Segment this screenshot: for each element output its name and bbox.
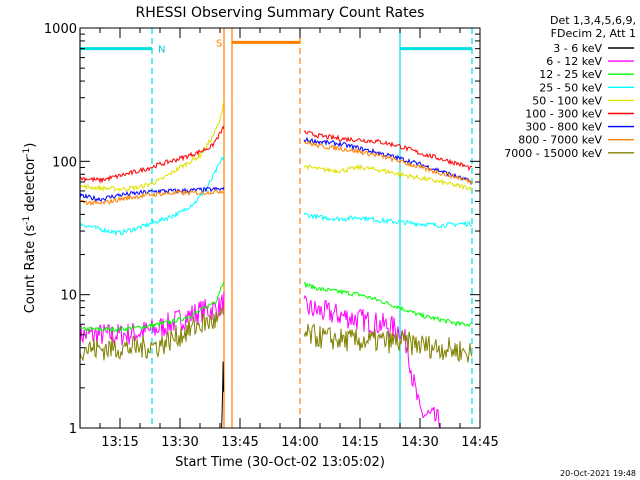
legend-label-5: 100 - 300 keV [525, 108, 602, 121]
series-3-segment-1 [303, 212, 473, 229]
x-tick-label-0: 13:15 [101, 435, 138, 450]
legend: Det 1,3,4,5,6,9, FDecim 2, Att 1 3 - 6 k… [504, 14, 636, 160]
y-axis-label-mid: detector [23, 156, 38, 216]
legend-label-3: 25 - 50 keV [539, 81, 602, 94]
x-axis-label: Start Time (30-Oct-02 13:05:02) [175, 455, 385, 470]
series-7-segment-1 [303, 139, 473, 185]
y-tick-label-1: 10 [60, 289, 77, 304]
series-5-segment-0 [79, 125, 225, 184]
y-tick-label-2: 100 [52, 155, 77, 170]
y-axis-label: Count Rate (s-1 detector-1) [22, 143, 38, 314]
series-8-segment-0 [79, 307, 225, 362]
series-1-segment-0 [79, 291, 225, 347]
series-2-segment-1 [303, 282, 473, 328]
x-tick-label-4: 14:15 [341, 435, 378, 450]
series-6-segment-1 [303, 136, 473, 186]
series-0-segment-0 [221, 361, 225, 429]
night-label: N [158, 45, 165, 56]
series-5-segment-1 [303, 130, 473, 172]
series-6-segment-0 [79, 186, 225, 203]
timestamp: 20-Oct-2021 19:48 [560, 469, 636, 478]
legend-label-8: 7000 - 15000 keV [504, 147, 602, 160]
series-7-segment-0 [79, 188, 225, 207]
legend-label-2: 12 - 25 keV [539, 68, 602, 81]
series-4-segment-1 [303, 163, 473, 191]
legend-header-line-1: Det 1,3,4,5,6,9, [550, 14, 636, 27]
legend-label-7: 800 - 7000 keV [518, 134, 602, 147]
y-axis-label-end: ) [23, 143, 38, 148]
series-2-segment-0 [79, 281, 225, 333]
x-tick-label-2: 13:45 [221, 435, 258, 450]
plot-area: NS [79, 28, 473, 429]
x-tick-label-1: 13:30 [161, 435, 198, 450]
legend-label-4: 50 - 100 keV [532, 94, 602, 107]
y-axis-label-main: Count Rate (s [23, 225, 38, 314]
series-1-segment-1 [303, 294, 441, 429]
axes: 1 10 100 1000 13:15 13:30 13:45 14:00 14:15 14:30… [44, 22, 499, 450]
legend-label-6: 300 - 800 keV [525, 121, 602, 134]
y-tick-label-3: 1000 [44, 22, 77, 37]
series-3-segment-0 [79, 155, 225, 237]
legend-label-0: 3 - 6 keV [553, 42, 602, 55]
saa-label: S [216, 38, 222, 49]
series-4-segment-0 [79, 101, 225, 193]
legend-label-1: 6 - 12 keV [546, 55, 602, 68]
x-tick-label-3: 14:00 [281, 435, 318, 450]
legend-header-line-2: FDecim 2, Att 1 [551, 27, 636, 40]
x-tick-label-6: 14:45 [461, 435, 498, 450]
y-axis-label-sup1: -1 [22, 216, 32, 225]
chart-title: RHESSI Observing Summary Count Rates [136, 5, 425, 21]
series-8-segment-1 [303, 323, 473, 363]
y-axis-label-sup2: -1 [22, 148, 32, 157]
y-tick-label-0: 1 [69, 422, 77, 437]
x-tick-label-5: 14:30 [401, 435, 438, 450]
